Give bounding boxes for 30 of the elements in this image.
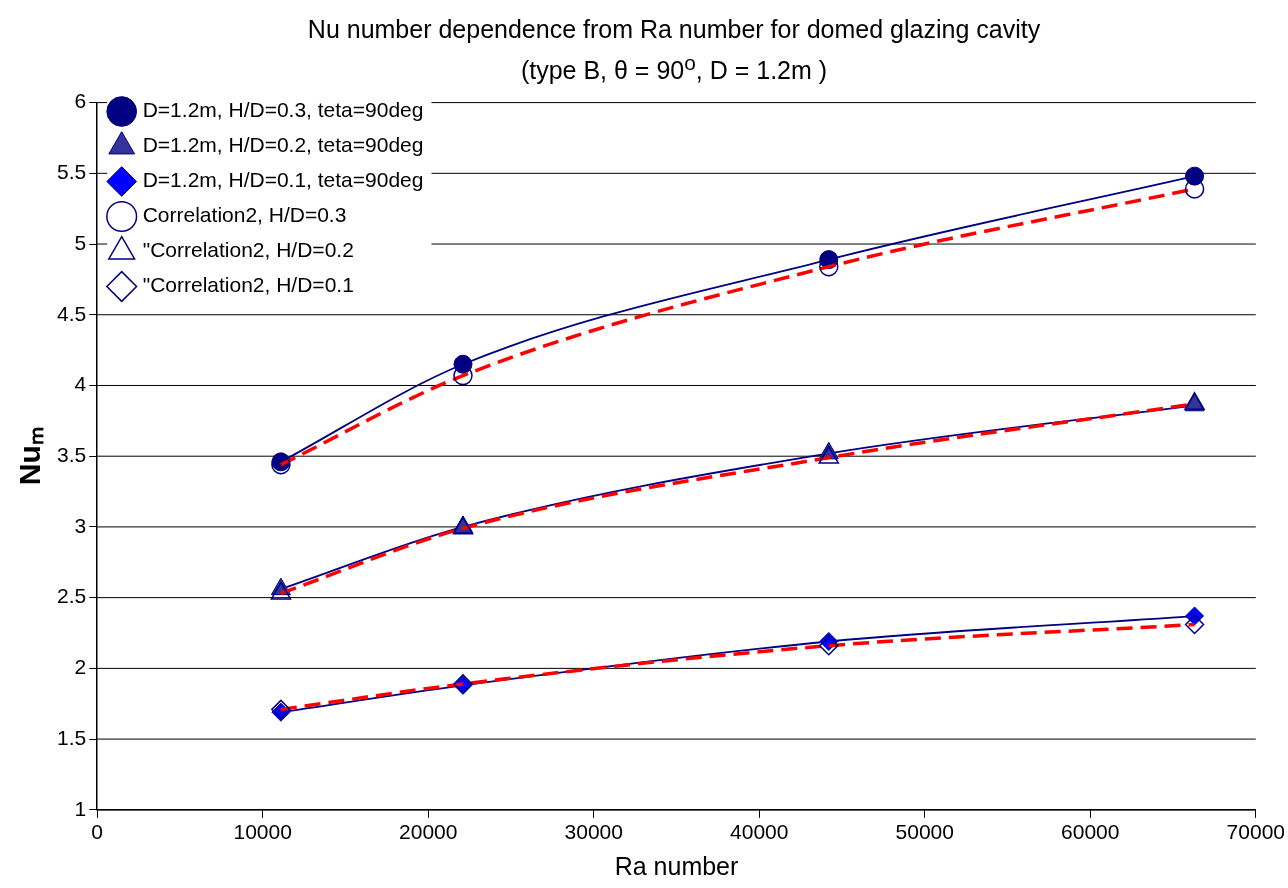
x-tick-label: 0	[91, 820, 104, 844]
legend-label: "Correlation2, H/D=0.2	[142, 238, 354, 262]
legend-label: "Correlation2, H/D=0.1	[142, 273, 354, 297]
y-tick-label: 1.5	[56, 726, 87, 750]
x-tick-label: 30000	[564, 820, 623, 844]
x-tick-label: 10000	[233, 820, 292, 844]
legend-label: D=1.2m, H/D=0.1, teta=90deg	[142, 168, 424, 192]
chart-title: Nu number dependence from Ra number for domed glazing cavity	[306, 14, 1042, 45]
legend-label: D=1.2m, H/D=0.3, teta=90deg	[142, 98, 424, 122]
y-tick-label: 1	[74, 796, 87, 820]
y-tick-label: 3.5	[56, 443, 87, 467]
y-tick-label: 2	[74, 655, 87, 679]
x-tick-label: 50000	[895, 820, 954, 844]
x-tick-label: 40000	[730, 820, 789, 844]
legend-label: D=1.2m, H/D=0.2, teta=90deg	[142, 133, 424, 157]
x-tick-label: 70000	[1226, 820, 1286, 844]
chart-subtitle: (type B, θ = 90$^{o}$, D = 1.2m )	[519, 50, 829, 87]
y-tick-label: 6	[74, 89, 87, 113]
x-tick-label: 60000	[1061, 820, 1120, 844]
x-tick-label: 20000	[399, 820, 458, 844]
y-tick-label: 5	[74, 231, 87, 255]
y-tick-label: 2.5	[56, 584, 87, 608]
x-axis-title: Ra number	[614, 852, 739, 881]
y-tick-label: 3	[74, 514, 87, 538]
point	[1185, 166, 1205, 186]
legend-label: Correlation2, H/D=0.3	[142, 203, 347, 227]
y-tick-label: 4.5	[56, 301, 87, 325]
y-tick-label: 5.5	[56, 160, 87, 184]
y-tick-label: 4	[74, 372, 87, 396]
y-axis-title: Nuₘ	[13, 427, 47, 486]
